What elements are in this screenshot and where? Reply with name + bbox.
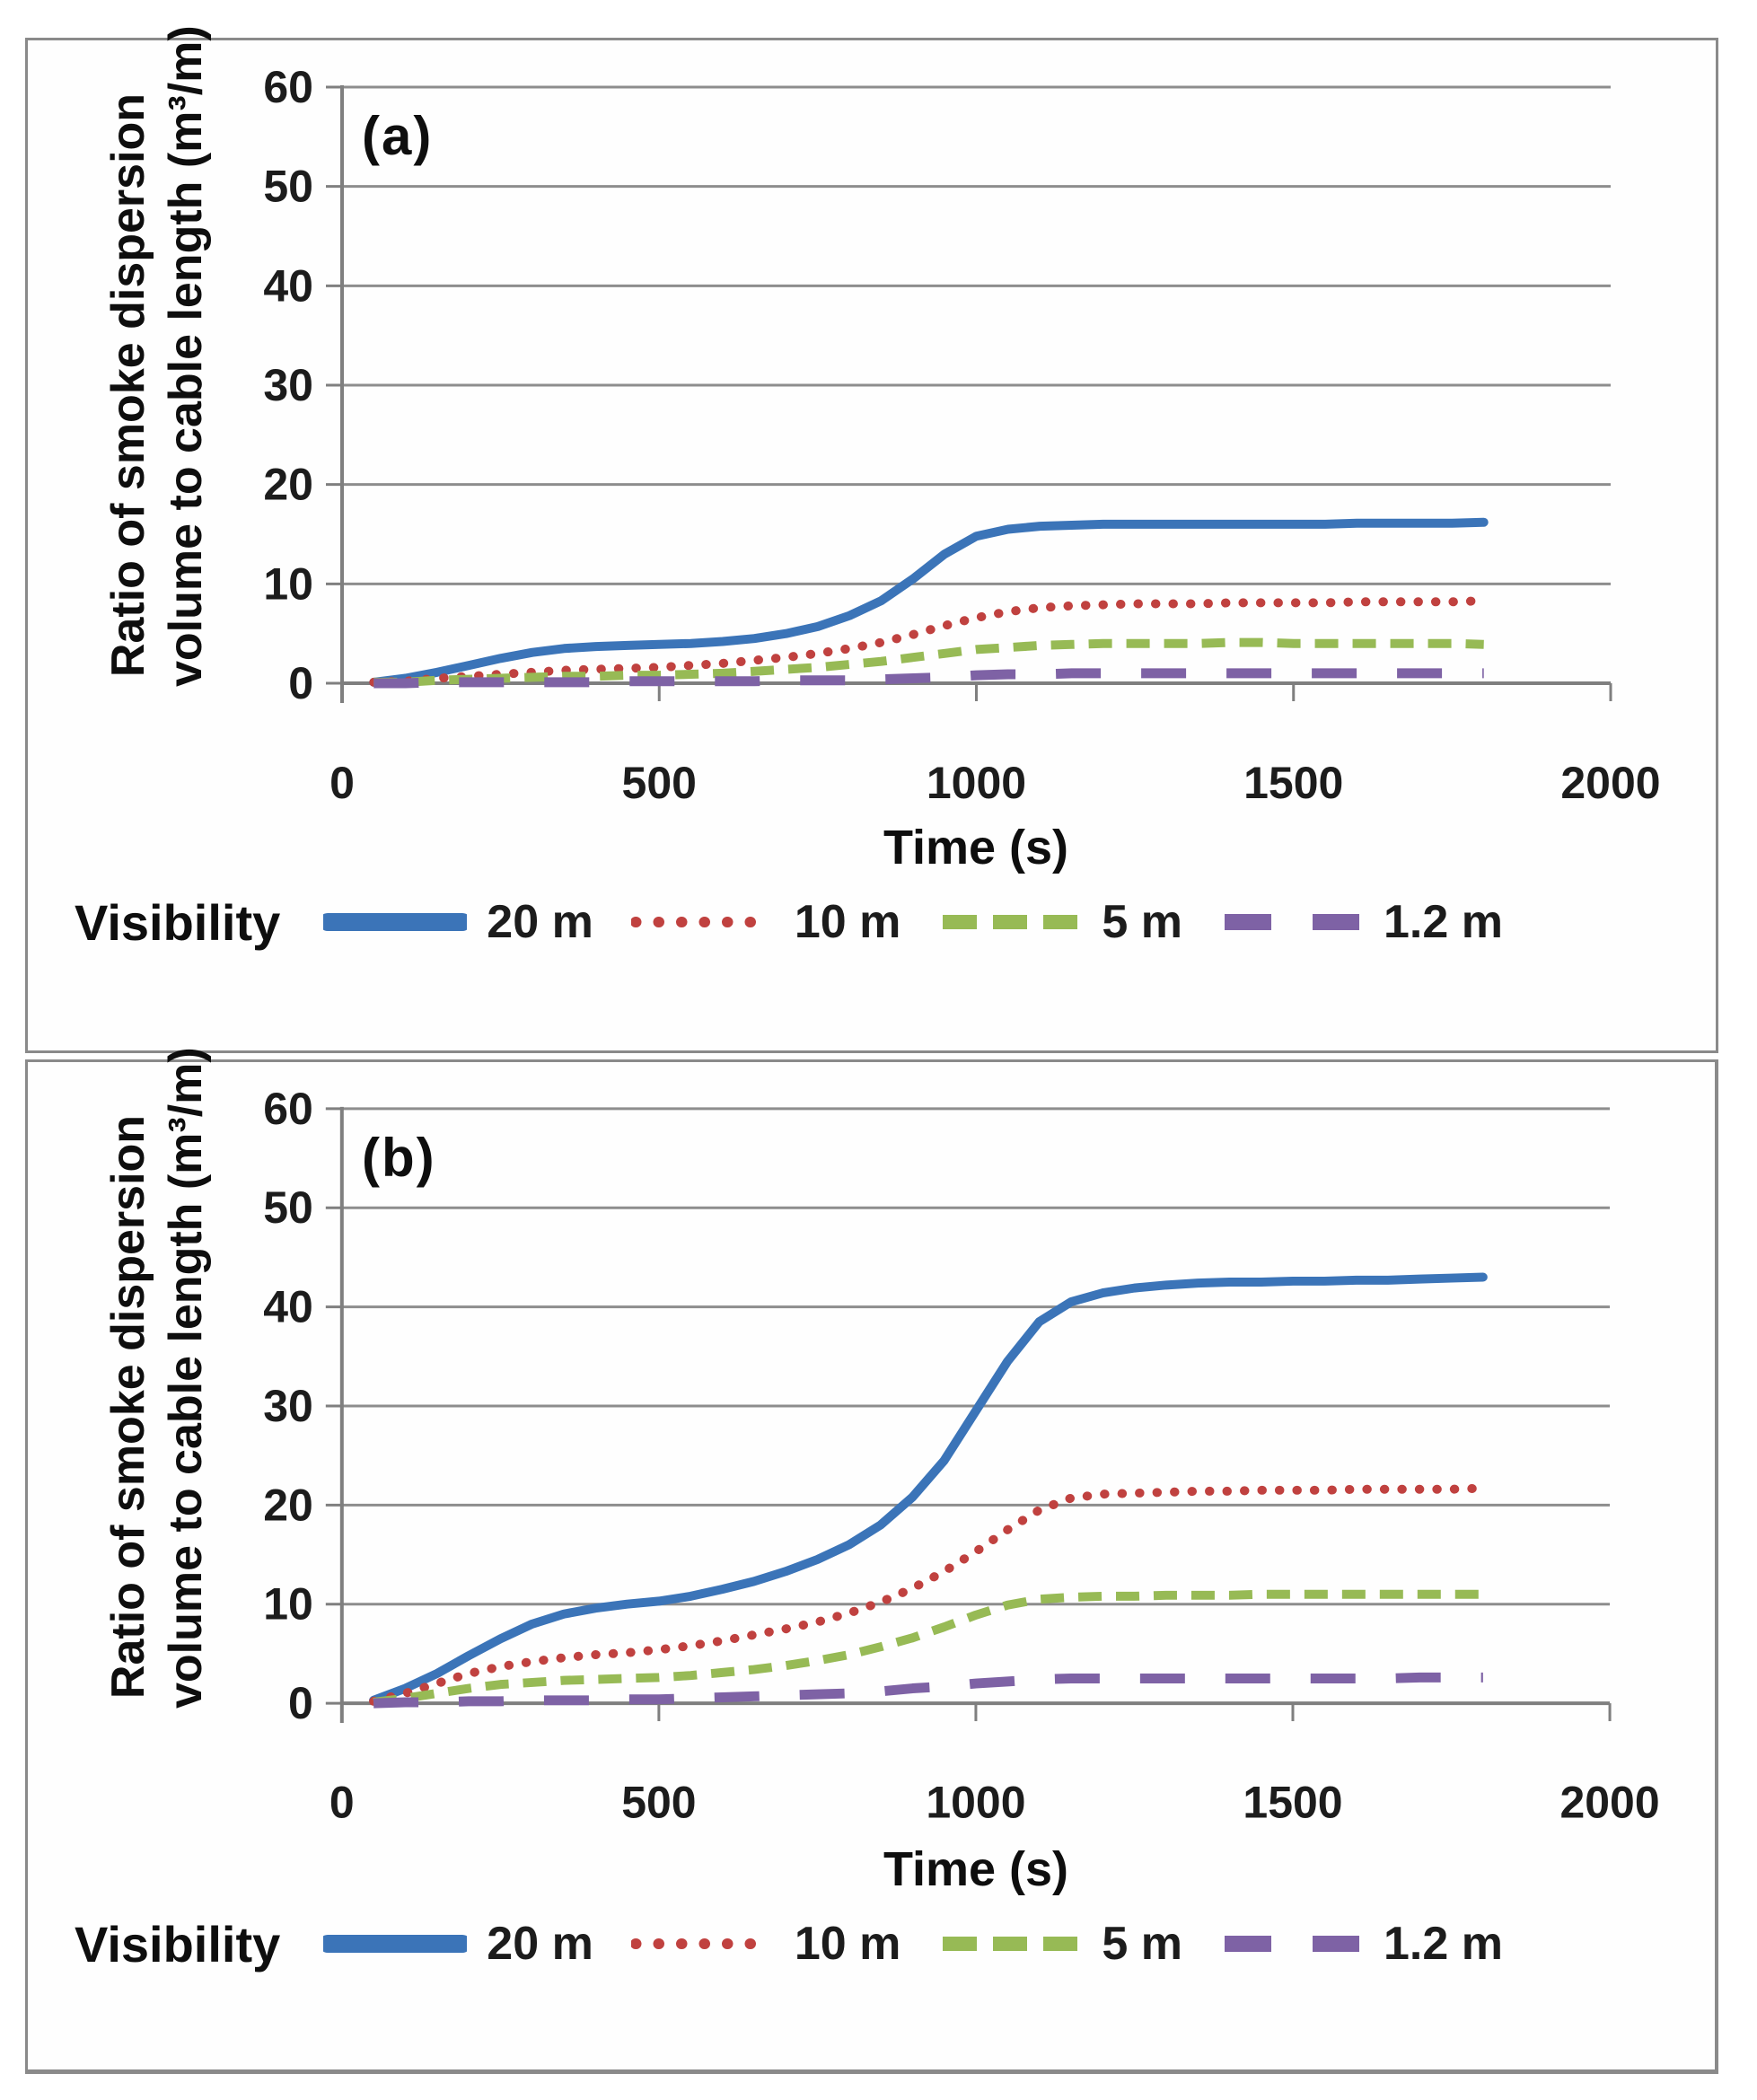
legend-item-a-1-2m: 1.2 m bbox=[1220, 895, 1503, 949]
legend-item-b-5m: 5 m bbox=[938, 1917, 1182, 1971]
x-tick-label: 2000 bbox=[1560, 758, 1660, 808]
x-tick-label: 500 bbox=[622, 758, 697, 808]
x-tick-label: 0 bbox=[329, 758, 355, 808]
x-tick-label: 1000 bbox=[927, 758, 1026, 808]
y-axis-title-b-line1: Ratio of smoke dispersion bbox=[102, 1114, 154, 1700]
legend-title-a: Visibility bbox=[75, 893, 281, 951]
legend-swatch-10m-icon bbox=[630, 1938, 775, 1949]
legend-item-a-10m: 10 m bbox=[630, 895, 901, 949]
y-tick-label: 30 bbox=[263, 1381, 313, 1431]
legend-a: Visibility 20 m 10 m 5 m 1.2 m bbox=[75, 886, 1503, 958]
panel-a: 0 10 20 30 40 50 60 0 500 1000 1500 2000 (a) Ratio … bbox=[25, 25, 1718, 1053]
legend-label-b-10m: 10 m bbox=[794, 1918, 901, 1970]
y-axis-title-a: Ratio of smoke dispersion volume to cabl… bbox=[100, 25, 225, 687]
x-axis-title-a: Time (s) bbox=[883, 821, 1069, 874]
y-axis-title-a-line1: Ratio of smoke dispersion bbox=[102, 92, 154, 678]
legend-swatch-20m-icon bbox=[323, 1935, 468, 1953]
legend-label-a-20m: 20 m bbox=[487, 896, 593, 948]
series-line-10-m bbox=[369, 596, 1489, 687]
y-tick-label: 40 bbox=[263, 260, 313, 311]
legend-swatch-20m-icon bbox=[323, 913, 468, 931]
legend-label-b-20m: 20 m bbox=[487, 1918, 593, 1970]
y-tick-label: 10 bbox=[263, 1579, 313, 1630]
x-tick-label: 1000 bbox=[926, 1778, 1025, 1828]
y-tick-label: 0 bbox=[288, 1678, 313, 1728]
legend-swatch-10m-icon bbox=[630, 917, 775, 927]
x-tick-label: 1500 bbox=[1243, 758, 1343, 808]
y-axis-title-a-line2: volume to cable length (m³/m) bbox=[160, 25, 212, 687]
panel-a-label: (a) bbox=[362, 106, 434, 166]
figure: 0 10 20 30 40 50 60 0 500 1000 1500 2000 (a) Ratio … bbox=[25, 25, 1718, 2075]
y-tick-label: 20 bbox=[263, 460, 313, 510]
legend-item-b-20m: 20 m bbox=[323, 1917, 593, 1971]
x-tick-label: 1500 bbox=[1243, 1778, 1342, 1828]
legend-swatch-1-2m-icon bbox=[1224, 914, 1359, 930]
legend-item-b-1-2m: 1.2 m bbox=[1220, 1917, 1503, 1971]
x-tick-label: 500 bbox=[621, 1778, 696, 1828]
legend-label-a-5m: 5 m bbox=[1102, 896, 1182, 948]
y-tick-label: 40 bbox=[263, 1282, 313, 1332]
legend-label-a-1-2m: 1.2 m bbox=[1383, 896, 1503, 948]
legend-label-b-5m: 5 m bbox=[1102, 1918, 1182, 1970]
y-tick-label: 60 bbox=[263, 62, 313, 112]
x-tick-label: 0 bbox=[329, 1778, 355, 1828]
y-tick-label: 20 bbox=[263, 1480, 313, 1530]
panel-b-label: (b) bbox=[362, 1128, 436, 1188]
series-line-10-m bbox=[369, 1483, 1488, 1706]
y-tick-label: 50 bbox=[263, 1182, 313, 1233]
legend-title-b: Visibility bbox=[75, 1915, 281, 1973]
legend-b: Visibility 20 m 10 m 5 m 1.2 m bbox=[75, 1908, 1503, 1980]
series-line-20-m bbox=[369, 1272, 1488, 1705]
legend-item-a-20m: 20 m bbox=[323, 895, 593, 949]
legend-swatch-1-2m-icon bbox=[1224, 1936, 1359, 1952]
legend-swatch-5m-icon bbox=[943, 915, 1078, 929]
y-axis-title-b: Ratio of smoke dispersion volume to cabl… bbox=[100, 1047, 225, 1709]
x-tick-label: 2000 bbox=[1559, 1778, 1659, 1828]
legend-item-a-5m: 5 m bbox=[938, 895, 1182, 949]
legend-label-b-1-2m: 1.2 m bbox=[1383, 1918, 1503, 1970]
legend-item-b-10m: 10 m bbox=[630, 1917, 901, 1971]
chart-canvas-b: 0 10 20 30 40 50 60 0 500 1000 1500 2000 bbox=[263, 1084, 1659, 1828]
y-tick-label: 60 bbox=[263, 1084, 313, 1134]
y-tick-label: 50 bbox=[263, 162, 313, 212]
x-axis-title-b: Time (s) bbox=[883, 1842, 1069, 1896]
y-axis-title-b-line2: volume to cable length (m³/m) bbox=[160, 1047, 212, 1709]
series-line-5-m bbox=[373, 637, 1484, 687]
panel-b: 0 10 20 30 40 50 60 0 500 1000 1500 2000 (b) Ratio … bbox=[25, 1047, 1718, 2074]
series-line-20-m bbox=[369, 517, 1489, 687]
y-tick-label: 10 bbox=[263, 558, 313, 609]
chart-canvas-a: 0 10 20 30 40 50 60 0 500 1000 1500 2000 bbox=[263, 62, 1660, 808]
legend-label-a-10m: 10 m bbox=[794, 896, 901, 948]
y-tick-label: 30 bbox=[263, 360, 313, 410]
series-line-1-2-m bbox=[373, 1672, 1483, 1709]
legend-swatch-5m-icon bbox=[943, 1937, 1078, 1951]
series-line-1-2-m bbox=[373, 668, 1484, 689]
y-tick-label: 0 bbox=[288, 658, 313, 708]
